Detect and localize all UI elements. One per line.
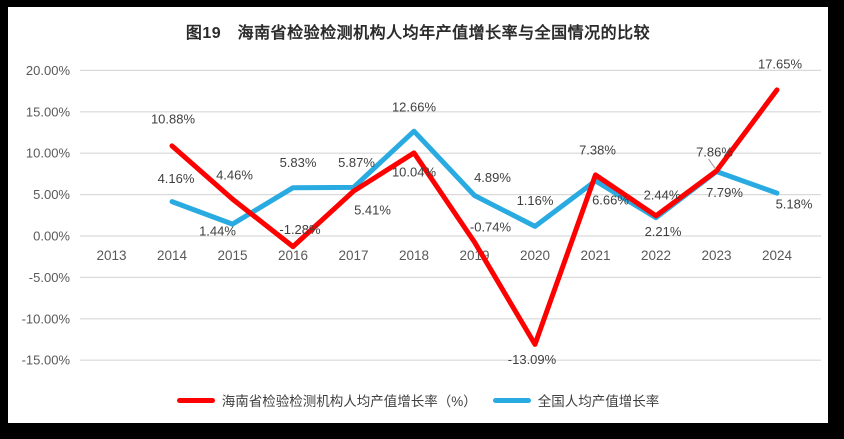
series-line-hainan [169,87,780,347]
legend-label-national: 全国人均产值增长率 [537,394,660,409]
y-tick-label: 20.00% [26,63,71,78]
data-label-national: 4.89% [474,170,511,185]
data-label-hainan: -1.28% [279,222,321,237]
data-label-national: 4.16% [158,171,195,186]
data-label-hainan: 17.65% [758,56,803,71]
x-tick-label: 2021 [580,248,610,263]
x-tick-label: 2016 [278,248,308,263]
x-tick-label: 2023 [701,248,731,263]
legend-item-national: 全国人均产值增长率 [492,390,660,410]
data-label-hainan: 10.04% [392,164,437,179]
y-tick-label: -10.00% [22,311,71,326]
data-label-hainan: 7.86% [696,144,733,159]
y-tick-label: 15.00% [26,104,71,119]
data-label-hainan: 2.44% [644,187,681,202]
x-tick-label: 2018 [399,248,429,263]
data-label-hainan: 4.46% [216,168,253,183]
data-label-hainan: 7.38% [579,142,616,157]
y-tick-label: 5.00% [33,187,70,202]
label-leader-line [708,158,716,170]
data-label-national: 12.66% [392,100,437,115]
x-tick-label: 2013 [96,248,126,263]
x-tick-label: 2015 [217,248,247,263]
x-tick-label: 2020 [520,248,550,263]
data-label-hainan: 10.88% [151,111,196,126]
legend-item-hainan: 海南省检验检测机构人均产值增长率（%） [176,390,477,410]
y-tick-label: -5.00% [29,270,71,285]
data-label-hainan: 5.41% [354,203,391,218]
chart-panel [8,7,828,423]
data-label-national: 5.87% [338,155,375,170]
data-label-national: 5.18% [776,197,813,212]
y-tick-label: -15.00% [22,353,71,368]
chart-legend: 海南省检验检测机构人均产值增长率（%） 全国人均产值增长率 [8,390,828,410]
hainan-series-swatch-icon [176,397,215,403]
data-label-national: 6.66% [592,192,629,207]
data-label-hainan: -0.74% [470,220,512,235]
data-label-national: 5.83% [280,155,317,170]
data-label-national: 1.16% [517,193,554,208]
y-tick-label: 0.00% [33,229,70,244]
data-label-national: 1.44% [199,224,236,239]
x-tick-label: 2024 [762,248,793,263]
data-label-hainan: -13.09% [508,352,557,367]
x-tick-label: 2022 [641,248,671,263]
x-tick-label: 2017 [338,248,368,263]
y-tick-label: 10.00% [26,146,71,161]
national-series-swatch-icon [492,397,531,403]
data-label-national: 7.79% [706,185,743,200]
data-label-national: 2.21% [645,224,682,239]
chart-title: 图19 海南省检验检测机构人均年产值增长率与全国情况的比较 [185,25,651,42]
legend-label-hainan: 海南省检验检测机构人均产值增长率（%） [221,394,477,409]
x-tick-label: 2014 [157,248,188,263]
